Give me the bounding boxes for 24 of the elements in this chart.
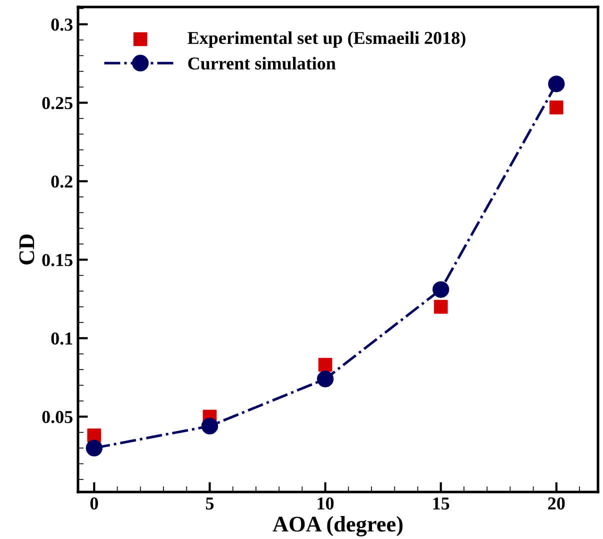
point: [549, 100, 564, 114]
x-tick-label: 5: [206, 498, 214, 510]
point: [87, 428, 102, 442]
y-tick-label: 0.15: [42, 254, 72, 266]
point: [318, 358, 332, 372]
x-tick-label: 15: [433, 497, 450, 510]
x-tick-label: 10: [318, 497, 334, 510]
point: [548, 76, 565, 92]
y-tick-label: 0.3: [51, 18, 73, 31]
point: [201, 418, 218, 434]
y-tick-label: 0.2: [51, 175, 72, 188]
point: [86, 440, 103, 456]
point: [432, 281, 450, 298]
y-tick-label: 0.25: [42, 97, 72, 110]
legend-label: Current simulation: [188, 56, 336, 70]
x-tick-label: 0: [90, 497, 98, 510]
x-tick-label: 20: [548, 497, 565, 510]
y-tick-label: 0.05: [42, 410, 72, 424]
x-axis-title: AOA (degree): [272, 516, 403, 536]
point: [434, 300, 448, 314]
legend-label: Experimental set up (Esmaeili 2018): [188, 31, 466, 48]
point: [316, 370, 334, 388]
y-tick-label: 0.1: [51, 332, 72, 345]
y-axis-title: CD: [19, 234, 34, 264]
